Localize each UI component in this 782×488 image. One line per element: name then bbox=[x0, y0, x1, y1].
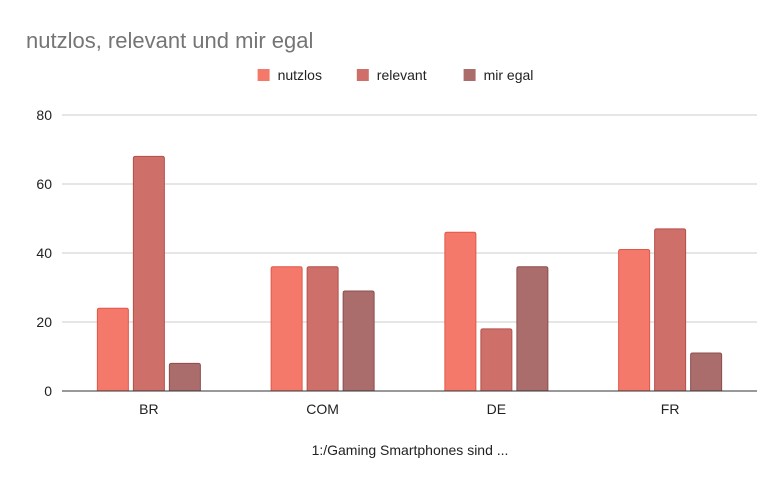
x-tick-label-fr: FR bbox=[661, 401, 680, 417]
y-tick-label: 80 bbox=[36, 107, 52, 123]
x-tick-label-com: COM bbox=[306, 401, 339, 417]
x-tick-label-de: DE bbox=[487, 401, 506, 417]
legend-label-mir-egal: mir egal bbox=[484, 67, 534, 83]
y-tick-label: 20 bbox=[36, 314, 52, 330]
bar-de-relevant bbox=[480, 328, 513, 392]
y-tick-label: 0 bbox=[44, 383, 52, 399]
y-axis-ticks: 0 20 40 60 80 bbox=[36, 107, 52, 399]
bar-com-relevant bbox=[306, 266, 339, 392]
chart-legend: nutzlos relevant mir egal bbox=[257, 67, 534, 83]
bar-de-nutzlos bbox=[444, 231, 477, 392]
legend-swatch-nutzlos bbox=[257, 69, 270, 81]
bar-de-mir-egal bbox=[516, 266, 549, 392]
bar-com-mir-egal bbox=[342, 290, 375, 392]
legend-label-nutzlos: nutzlos bbox=[278, 67, 322, 83]
legend-swatch-mir-egal bbox=[463, 69, 476, 81]
x-axis-ticks: BR COM DE FR bbox=[139, 401, 679, 417]
bar-br-relevant bbox=[132, 155, 165, 392]
gridlines bbox=[62, 114, 757, 323]
x-tick-label-br: BR bbox=[139, 401, 158, 417]
y-tick-label: 60 bbox=[36, 176, 52, 192]
legend-swatch-relevant bbox=[356, 69, 369, 81]
y-tick-label: 40 bbox=[36, 245, 52, 261]
legend-label-relevant: relevant bbox=[377, 67, 427, 83]
bar-br-nutzlos bbox=[96, 307, 129, 392]
bars bbox=[96, 155, 723, 392]
bar-fr-mir-egal bbox=[690, 352, 723, 392]
bar-fr-relevant bbox=[654, 228, 687, 392]
bar-fr-nutzlos bbox=[618, 249, 651, 392]
chart-title: nutzlos, relevant und mir egal bbox=[26, 28, 313, 53]
x-axis-label: 1:/Gaming Smartphones sind ... bbox=[312, 442, 509, 458]
bar-com-nutzlos bbox=[270, 266, 303, 392]
bar-br-mir-egal bbox=[168, 362, 201, 392]
